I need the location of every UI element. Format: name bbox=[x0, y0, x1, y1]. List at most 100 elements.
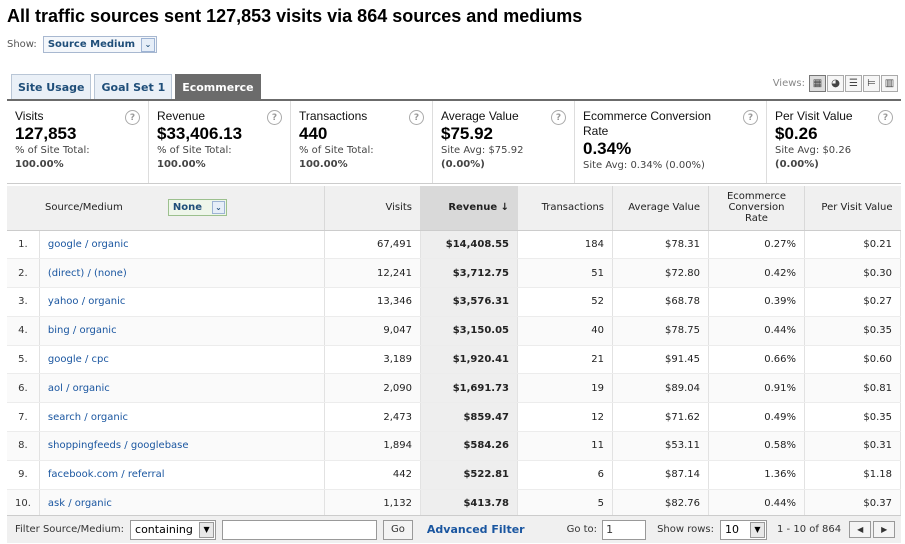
metric-conversion-rate: Ecommerce Conversion Rate 0.34% Site Avg… bbox=[575, 101, 767, 183]
source-medium-link[interactable]: shoppingfeeds / googlebase bbox=[39, 431, 326, 461]
source-medium-header: Source/Medium None ⌄ bbox=[7, 186, 325, 231]
revenue-cell: $1,691.73 bbox=[420, 373, 518, 404]
goto-group: Go to: 1 bbox=[566, 519, 647, 540]
metric-label: Revenue bbox=[157, 109, 206, 123]
transactions-header[interactable]: Transactions bbox=[517, 186, 613, 231]
go-button[interactable]: Go bbox=[383, 519, 413, 540]
source-medium-link[interactable]: yahoo / organic bbox=[39, 287, 326, 317]
metric-average-value: Average Value $75.92 Site Avg: $75.92 (0… bbox=[433, 101, 575, 183]
metric-sub: Site Avg: $0.26 bbox=[775, 145, 852, 156]
help-icon[interactable]: ? bbox=[409, 110, 424, 125]
data-table: Source/Medium None ⌄ Visits Revenue ↓ Tr… bbox=[7, 186, 901, 519]
visits-header[interactable]: Visits bbox=[324, 186, 421, 231]
transactions-cell: 11 bbox=[517, 431, 613, 461]
secondary-dimension-value: None bbox=[172, 202, 203, 214]
goto-label: Go to: bbox=[566, 524, 598, 535]
table-row: 3. yahoo / organic 13,346 $3,576.31 52 $68.78… bbox=[7, 287, 901, 317]
table-header-row: Source/Medium None ⌄ Visits Revenue ↓ Tr… bbox=[7, 186, 901, 231]
comparison-view-icon[interactable]: ⊨ bbox=[863, 75, 880, 92]
average-value-cell: $87.14 bbox=[612, 460, 709, 490]
average-value-cell: $53.11 bbox=[612, 431, 709, 461]
performance-view-icon[interactable]: ☰ bbox=[845, 75, 862, 92]
goto-input[interactable]: 1 bbox=[602, 519, 647, 540]
average-value-cell: $78.75 bbox=[612, 316, 709, 346]
transactions-cell: 12 bbox=[517, 402, 613, 433]
average-value-cell: $78.31 bbox=[612, 230, 709, 260]
table-row: 9. facebook.com / referral 442 $522.81 6 $87.… bbox=[7, 460, 901, 490]
average-value-header[interactable]: Average Value bbox=[612, 186, 709, 231]
metric-sub-value: (0.00%) bbox=[441, 159, 485, 170]
revenue-header[interactable]: Revenue ↓ bbox=[420, 186, 518, 231]
metric-sub: Site Avg: 0.34% (0.00%) bbox=[583, 160, 705, 171]
metric-value: 127,853 bbox=[15, 124, 77, 143]
row-index: 10. bbox=[7, 489, 40, 519]
row-index: 6. bbox=[7, 373, 40, 404]
source-medium-header-label[interactable]: Source/Medium bbox=[45, 202, 123, 214]
tab-goal-set-1[interactable]: Goal Set 1 bbox=[94, 74, 173, 100]
chevron-down-icon: ▼ bbox=[199, 521, 215, 538]
visits-cell: 2,473 bbox=[324, 402, 421, 433]
conversion-rate-header[interactable]: Ecommerce Conversion Rate bbox=[708, 186, 805, 231]
dimension-select[interactable]: Source Medium ⌄ bbox=[42, 36, 157, 53]
pivot-view-icon[interactable]: ▥ bbox=[881, 75, 898, 92]
average-value-cell: $71.62 bbox=[612, 402, 709, 433]
chevron-down-icon: ⌄ bbox=[212, 201, 226, 215]
help-icon[interactable]: ? bbox=[551, 110, 566, 125]
revenue-cell: $3,576.31 bbox=[420, 287, 518, 317]
metric-sub-value: (0.00%) bbox=[775, 159, 819, 170]
metric-label: Transactions bbox=[299, 109, 368, 123]
pie-view-icon[interactable]: ◕ bbox=[827, 75, 844, 92]
metric-sub: Site Avg: $75.92 bbox=[441, 145, 524, 156]
filter-mode-select[interactable]: containing ▼ bbox=[130, 519, 217, 540]
table-row: 2. (direct) / (none) 12,241 $3,712.75 51 $72.… bbox=[7, 258, 901, 289]
dimension-select-value: Source Medium bbox=[47, 39, 135, 50]
source-medium-link[interactable]: ask / organic bbox=[39, 489, 326, 519]
conversion-rate-cell: 0.49% bbox=[708, 402, 805, 433]
metric-revenue: Revenue $33,406.13 % of Site Total: 100.… bbox=[149, 101, 291, 183]
page-title: All traffic sources sent 127,853 visits … bbox=[7, 6, 583, 26]
filter-input[interactable] bbox=[222, 519, 378, 540]
rows-select[interactable]: 10 ▼ bbox=[720, 519, 767, 540]
metric-per-visit-value: Per Visit Value $0.26 Site Avg: $0.26 (0… bbox=[767, 101, 901, 183]
source-medium-link[interactable]: google / organic bbox=[39, 230, 326, 260]
views-label: Views: bbox=[772, 78, 805, 89]
source-medium-link[interactable]: (direct) / (none) bbox=[39, 258, 326, 289]
metric-value: $33,406.13 bbox=[157, 124, 243, 143]
conversion-rate-cell: 0.58% bbox=[708, 431, 805, 461]
source-medium-link[interactable]: search / organic bbox=[39, 402, 326, 433]
source-medium-link[interactable]: google / cpc bbox=[39, 345, 326, 375]
table-row: 8. shoppingfeeds / googlebase 1,894 $584.26… bbox=[7, 431, 901, 461]
average-value-cell: $89.04 bbox=[612, 373, 709, 404]
row-index: 5. bbox=[7, 345, 40, 375]
help-icon[interactable]: ? bbox=[878, 110, 893, 125]
table-row: 4. bing / organic 9,047 $3,150.05 40 $78.75 0.… bbox=[7, 316, 901, 346]
per-visit-value-cell: $0.37 bbox=[804, 489, 901, 519]
previous-page-icon[interactable]: ◀ bbox=[849, 521, 872, 538]
tab-site-usage[interactable]: Site Usage bbox=[11, 74, 92, 100]
transactions-cell: 6 bbox=[517, 460, 613, 490]
help-icon[interactable]: ? bbox=[267, 110, 282, 125]
conversion-rate-cell: 1.36% bbox=[708, 460, 805, 490]
secondary-dimension-select[interactable]: None ⌄ bbox=[167, 199, 228, 217]
source-medium-link[interactable]: bing / organic bbox=[39, 316, 326, 346]
table-view-icon[interactable]: ▦ bbox=[809, 75, 826, 92]
tab-ecommerce[interactable]: Ecommerce bbox=[175, 74, 261, 100]
show-label: Show: bbox=[7, 39, 37, 50]
per-visit-value-header[interactable]: Per Visit Value bbox=[804, 186, 901, 231]
conversion-rate-cell: 0.27% bbox=[708, 230, 805, 260]
source-medium-link[interactable]: aol / organic bbox=[39, 373, 326, 404]
help-icon[interactable]: ? bbox=[125, 110, 140, 125]
metric-label: Ecommerce Conversion Rate bbox=[583, 109, 712, 138]
show-dimension-row: Show: Source Medium ⌄ bbox=[7, 36, 157, 53]
transactions-cell: 19 bbox=[517, 373, 613, 404]
metric-visits: Visits 127,853 % of Site Total: 100.00% … bbox=[7, 101, 149, 183]
pagination-range: 1 - 10 of 864 bbox=[777, 524, 842, 535]
next-page-icon[interactable]: ▶ bbox=[873, 521, 896, 538]
revenue-cell: $584.26 bbox=[420, 431, 518, 461]
source-medium-link[interactable]: facebook.com / referral bbox=[39, 460, 326, 490]
help-icon[interactable]: ? bbox=[743, 110, 758, 125]
visits-cell: 1,894 bbox=[324, 431, 421, 461]
advanced-filter-link[interactable]: Advanced Filter bbox=[426, 523, 525, 536]
metric-value: 0.34% bbox=[583, 139, 632, 158]
filter-mode-value: containing bbox=[135, 523, 193, 536]
